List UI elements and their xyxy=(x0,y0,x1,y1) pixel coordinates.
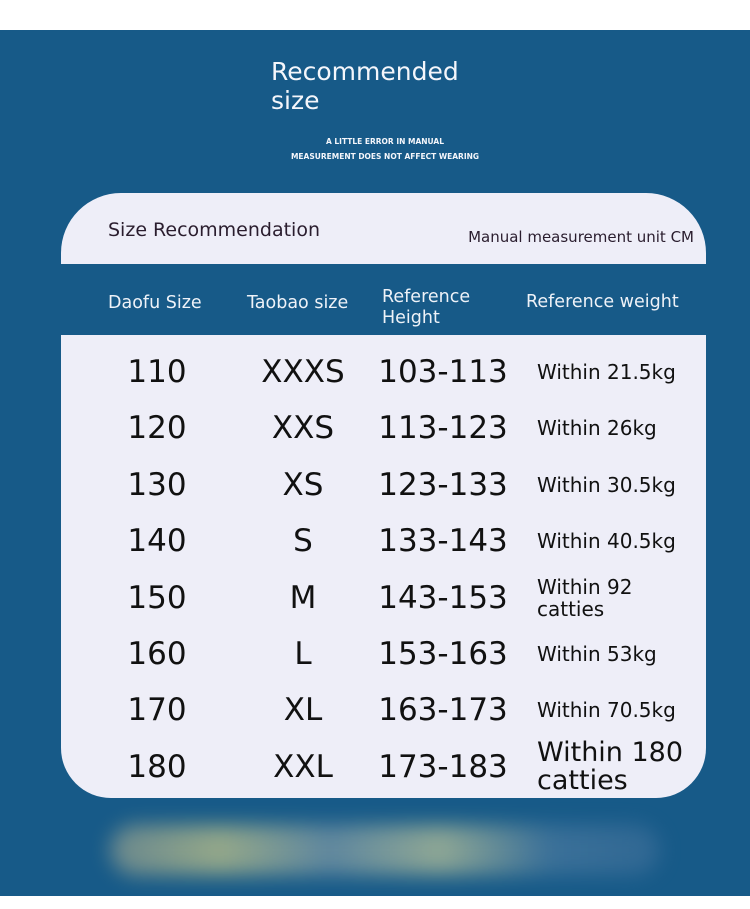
table-row: 130 XS 123-133 Within 30.5kg xyxy=(61,457,706,513)
height-cell: 153-163 xyxy=(378,636,508,672)
height-cell: 173-183 xyxy=(378,748,508,785)
height-cell: 113-123 xyxy=(378,410,508,447)
weight-cell: Within 92 catties xyxy=(537,574,633,621)
table-row: 150 M 143-153 Within 92 catties xyxy=(61,570,706,626)
daofu-size-cell: 120 xyxy=(127,410,187,447)
height-cell: 123-133 xyxy=(378,466,508,503)
table-header: Daofu Size Taobao size Reference Height … xyxy=(61,263,706,335)
column-header: Taobao size xyxy=(247,293,349,313)
taobao-size-cell: L xyxy=(294,636,312,672)
page-title: Recommended size xyxy=(271,57,459,115)
section-heading: Size Recommendation xyxy=(108,219,320,241)
weight-cell: Within 21.5kg xyxy=(537,360,676,384)
taobao-size-cell: XXS xyxy=(271,410,335,447)
daofu-size-cell: 130 xyxy=(127,466,187,503)
taobao-size-cell: M xyxy=(289,579,317,616)
weight-cell: Within 26kg xyxy=(537,416,657,441)
taobao-size-cell: XL xyxy=(283,692,323,729)
taobao-size-cell: S xyxy=(293,523,313,560)
unit-note: Manual measurement unit CM xyxy=(468,228,694,246)
height-cell: 163-173 xyxy=(378,692,508,729)
height-cell: 143-153 xyxy=(378,579,508,616)
taobao-size-cell: XS xyxy=(282,466,324,503)
daofu-size-cell: 140 xyxy=(127,523,187,560)
panel-header xyxy=(61,193,706,264)
table-row: 140 S 133-143 Within 40.5kg xyxy=(61,513,706,569)
height-cell: 133-143 xyxy=(378,523,508,560)
weight-cell: Within 180 catties xyxy=(537,736,684,796)
daofu-size-cell: 170 xyxy=(127,692,187,729)
size-table: 110 XXXS 103-113 Within 21.5kg 120 XXS 113-123… xyxy=(61,335,706,798)
table-row: 160 L 153-163 Within 53kg xyxy=(61,626,706,682)
daofu-size-cell: 150 xyxy=(127,579,187,616)
daofu-size-cell: 180 xyxy=(127,748,187,785)
weight-cell: Within 70.5kg xyxy=(537,698,676,723)
weight-cell: Within 53kg xyxy=(537,642,657,666)
column-header: Reference Height xyxy=(382,287,471,328)
blurred-image xyxy=(110,825,660,875)
taobao-size-cell: XXL xyxy=(273,748,333,785)
table-row: 120 XXS 113-123 Within 26kg xyxy=(61,400,706,456)
height-cell: 103-113 xyxy=(378,354,508,390)
column-header: Reference weight xyxy=(526,292,679,312)
subtitle-line-2: MEASUREMENT DOES NOT AFFECT WEARING xyxy=(290,152,480,161)
table-row: 170 XL 163-173 Within 70.5kg xyxy=(61,682,706,738)
table-row: 110 XXXS 103-113 Within 21.5kg xyxy=(61,344,706,400)
weight-cell: Within 40.5kg xyxy=(537,529,676,554)
subtitle-line-1: A LITTLE ERROR IN MANUAL xyxy=(325,137,444,146)
table-row: 180 XXL 173-183 Within 180 catties xyxy=(61,736,706,796)
daofu-size-cell: 110 xyxy=(127,354,187,390)
column-header: Daofu Size xyxy=(108,293,202,313)
daofu-size-cell: 160 xyxy=(127,636,187,672)
taobao-size-cell: XXXS xyxy=(261,354,345,390)
weight-cell: Within 30.5kg xyxy=(537,472,676,497)
